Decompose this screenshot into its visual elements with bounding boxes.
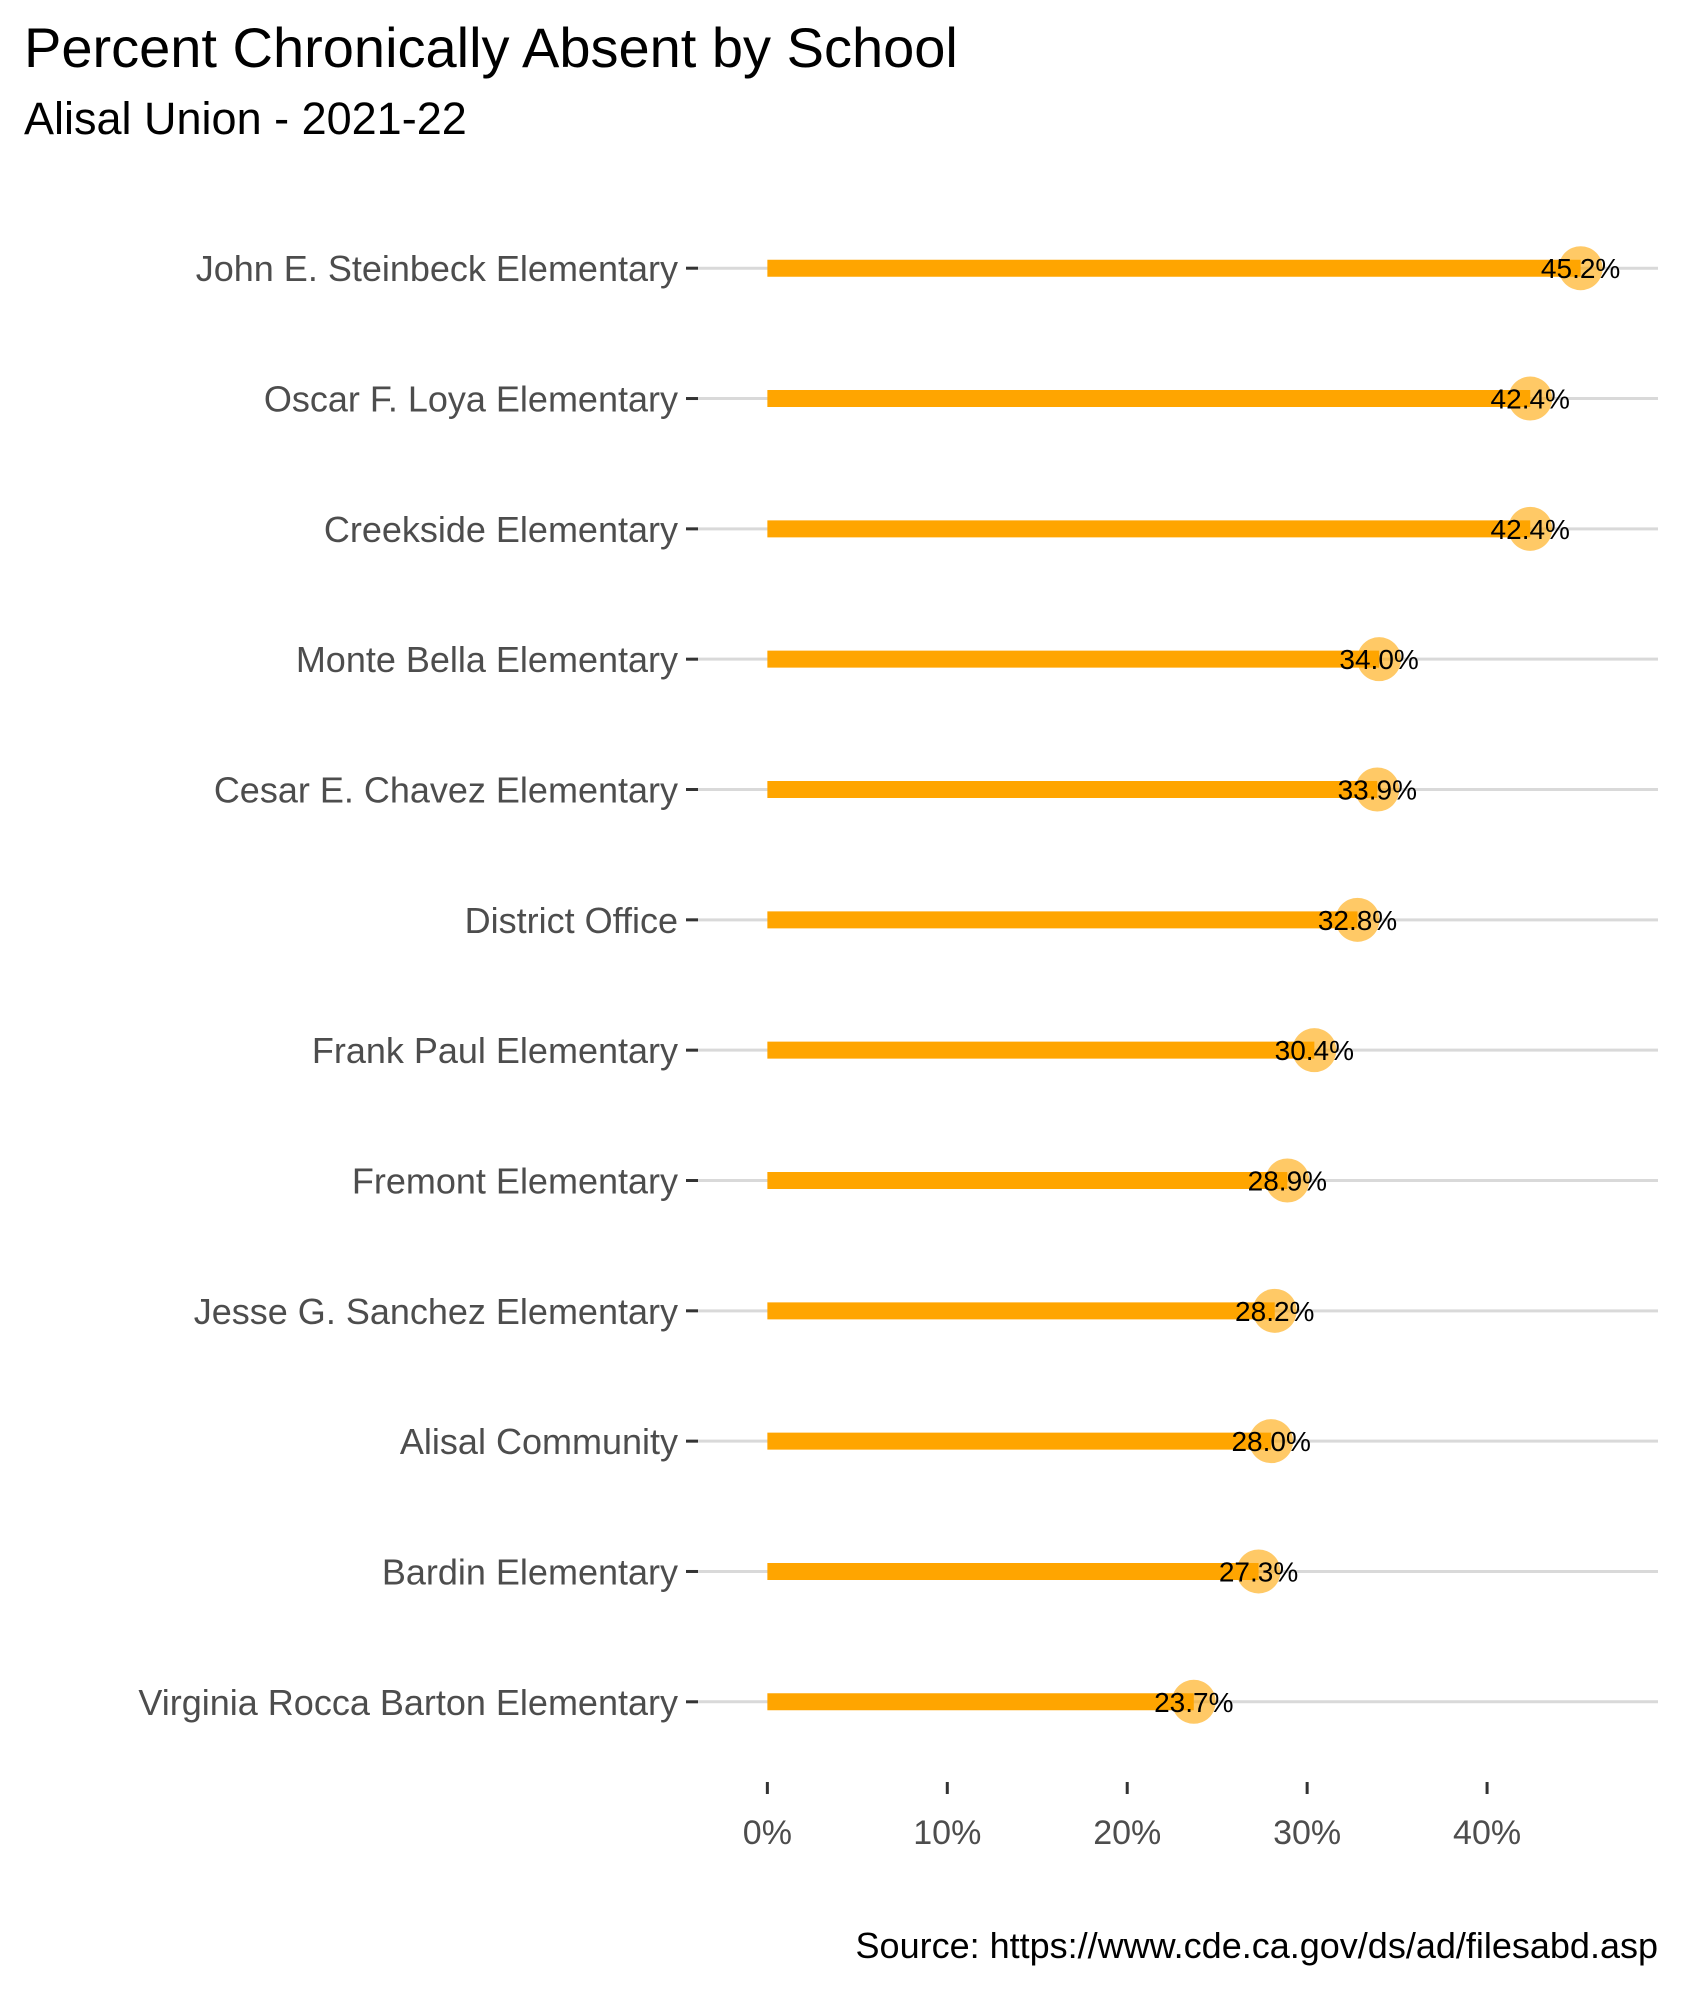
category-label: John E. Steinbeck Elementary (196, 248, 678, 289)
x-tick-label: 10% (913, 1814, 981, 1852)
category-label: Creekside Elementary (324, 509, 678, 550)
data-label: 34.0% (1339, 644, 1418, 675)
category-label: Virginia Rocca Barton Elementary (138, 1682, 678, 1723)
point (1171, 1679, 1216, 1724)
data-label: 28.0% (1231, 1426, 1310, 1457)
data-label: 42.4% (1491, 514, 1570, 545)
category-label: Bardin Elementary (382, 1551, 678, 1592)
category-label: District Office (465, 900, 678, 941)
point (1265, 1158, 1310, 1203)
point (1236, 1549, 1281, 1594)
chart-caption: Source: https://www.cde.ca.gov/ds/ad/fil… (855, 1925, 1658, 1966)
y-axis: John E. Steinbeck Elementary Oscar F. Loy… (138, 248, 698, 1723)
point (1335, 897, 1380, 942)
data-label-layer: 45.2% 42.4% 42.4% 34.0% 33.9% 32.8% 30.4% 28.9%… (1154, 253, 1620, 1718)
category-label: Monte Bella Elementary (296, 639, 678, 680)
category-label: Alisal Community (400, 1421, 678, 1462)
data-label: 27.3% (1219, 1556, 1298, 1587)
data-label: 23.7% (1154, 1687, 1233, 1718)
data-label: 30.4% (1275, 1035, 1354, 1066)
data-label: 45.2% (1541, 253, 1620, 284)
data-label: 33.9% (1338, 775, 1417, 806)
category-label: Jesse G. Sanchez Elementary (194, 1291, 678, 1332)
grid-layer (690, 266, 1658, 1704)
x-tick-label: 0% (743, 1814, 792, 1852)
chart-subtitle: Alisal Union - 2021-22 (24, 93, 467, 144)
x-tick-label: 30% (1273, 1814, 1341, 1852)
point (1357, 637, 1402, 682)
category-label: Oscar F. Loya Elementary (264, 379, 678, 420)
point (1508, 506, 1553, 551)
x-tick-label: 40% (1453, 1814, 1521, 1852)
point (1508, 376, 1553, 421)
data-label: 42.4% (1491, 384, 1570, 415)
bar-layer (767, 259, 1581, 1711)
data-label: 32.8% (1318, 905, 1397, 936)
x-tick-label: 20% (1093, 1814, 1161, 1852)
point (1292, 1028, 1337, 1073)
data-label: 28.2% (1235, 1296, 1314, 1327)
chart-title: Percent Chronically Absent by School (24, 16, 958, 79)
data-label: 28.9% (1248, 1165, 1327, 1196)
category-label: Fremont Elementary (352, 1160, 678, 1201)
point-layer (1171, 246, 1603, 1724)
x-axis: 0% 10% 20% 30% 40% (743, 1782, 1521, 1852)
point (1249, 1419, 1294, 1464)
category-label: Frank Paul Elementary (312, 1030, 678, 1071)
point (1252, 1288, 1297, 1333)
point (1355, 767, 1400, 812)
point (1558, 246, 1603, 291)
category-label: Cesar E. Chavez Elementary (214, 770, 678, 811)
